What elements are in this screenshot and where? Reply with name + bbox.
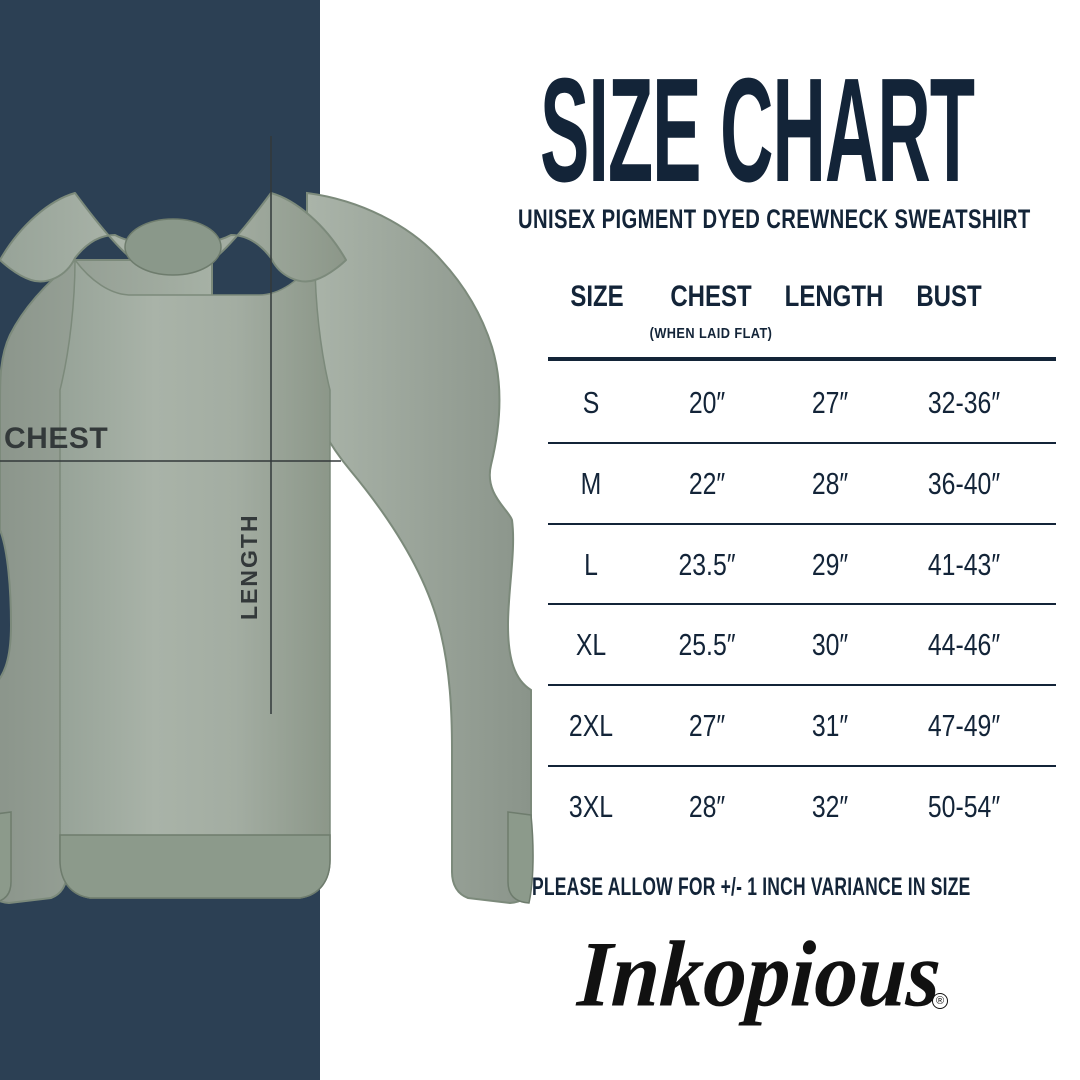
svg-text:LENGTH: LENGTH bbox=[236, 513, 262, 620]
svg-text:CHEST: CHEST bbox=[4, 422, 108, 455]
